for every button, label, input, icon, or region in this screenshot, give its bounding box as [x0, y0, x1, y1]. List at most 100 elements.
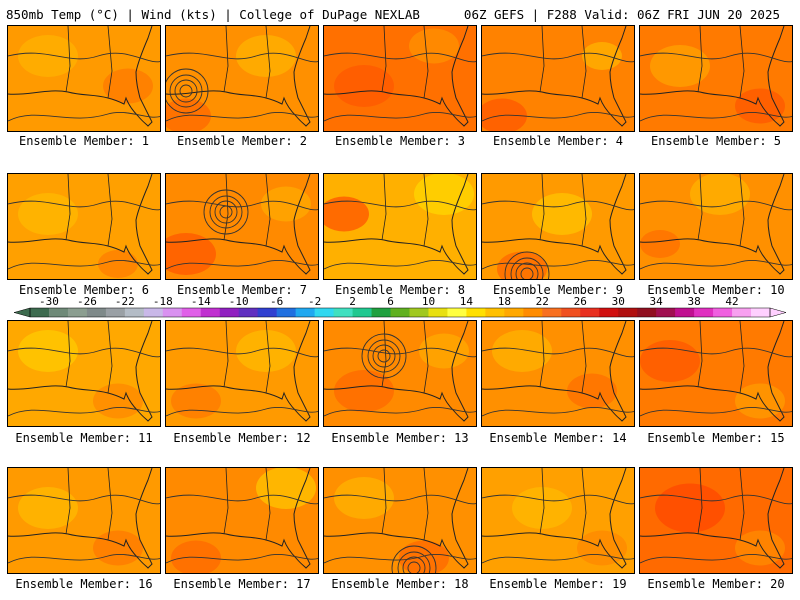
ensemble-member-label: Ensemble Member: 18: [331, 577, 469, 591]
colorbar-swatch: [143, 308, 164, 317]
ensemble-member-label: Ensemble Member: 7: [176, 283, 308, 297]
ensemble-member-label: Ensemble Member: 2: [176, 134, 308, 148]
temperature-field-map: [482, 174, 634, 279]
ensemble-map-panel: [7, 25, 161, 132]
chart-title: 850mb Temp (°C) | Wind (kts) | College o…: [6, 7, 420, 22]
colorbar-tick-label: -18: [153, 295, 173, 308]
colorbar-swatch: [751, 308, 771, 317]
ensemble-map-panel: [165, 467, 319, 574]
colorbar-tick-label: 34: [650, 295, 664, 308]
ensemble-member-label: Ensemble Member: 16: [15, 577, 153, 591]
ensemble-member-label: Ensemble Member: 15: [647, 431, 785, 445]
temperature-field-map: [324, 321, 476, 426]
colorbar-tick-label: 38: [687, 295, 700, 308]
colorbar-swatch: [30, 308, 50, 317]
colorbar-swatch: [599, 308, 619, 317]
temperature-field-map: [482, 26, 634, 131]
temperature-field-map: [324, 468, 476, 573]
colorbar-swatch: [67, 308, 88, 317]
ensemble-map-panel: [639, 173, 793, 280]
colorbar-swatch: [732, 308, 752, 317]
temperature-field-map: [324, 26, 476, 131]
colorbar-swatch: [295, 308, 316, 317]
ensemble-member-label: Ensemble Member: 17: [173, 577, 311, 591]
ensemble-map-panel: [481, 25, 635, 132]
colorbar-tick-label: 10: [422, 295, 435, 308]
ensemble-map-panel: [165, 173, 319, 280]
temperature-field-map: [8, 321, 160, 426]
colorbar-tick-label: -26: [77, 295, 97, 308]
ensemble-member-label: Ensemble Member: 1: [18, 134, 150, 148]
colorbar-swatch: [523, 308, 543, 317]
temperature-field-map: [8, 174, 160, 279]
colorbar-swatch: [409, 308, 429, 317]
ensemble-map-panel: [7, 467, 161, 574]
colorbar-swatch: [504, 308, 524, 317]
colorbar-tick-label: -22: [115, 295, 135, 308]
ensemble-map-panel: [481, 467, 635, 574]
colorbar-tick-label: 14: [460, 295, 474, 308]
ensemble-map-panel: [165, 320, 319, 427]
colorbar-swatch: [238, 308, 259, 317]
ensemble-member-label: Ensemble Member: 6: [18, 283, 150, 297]
colorbar-tick-label: 26: [574, 295, 587, 308]
colorbar-swatch: [580, 308, 600, 317]
ensemble-map-panel: [323, 320, 477, 427]
colorbar-swatch: [86, 308, 107, 317]
colorbar-swatch: [162, 308, 183, 317]
ensemble-member-label: Ensemble Member: 12: [173, 431, 311, 445]
colorbar-tick-label: 30: [612, 295, 625, 308]
ensemble-member-label: Ensemble Member: 13: [331, 431, 469, 445]
colorbar-tick-label: -6: [270, 295, 283, 308]
colorbar-swatch: [219, 308, 240, 317]
colorbar-swatch: [561, 308, 581, 317]
temperature-field-map: [8, 26, 160, 131]
colorbar-tick-label: -2: [308, 295, 321, 308]
ensemble-member-label: Ensemble Member: 8: [334, 283, 466, 297]
temperature-field-map: [640, 174, 792, 279]
ensemble-member-label: Ensemble Member: 10: [647, 283, 785, 297]
run-valid-time: 06Z GEFS | F288 Valid: 06Z FRI JUN 20 20…: [463, 7, 780, 22]
temperature-colorbar: -30 -26 -22 -18 -14 -10 -6 -2 2 6 10 14 18 22 26 30 34 38…: [13, 295, 787, 318]
colorbar-swatch: [257, 308, 278, 317]
ensemble-map-panel: [165, 25, 319, 132]
ensemble-member-label: Ensemble Member: 19: [489, 577, 627, 591]
ensemble-member-label: Ensemble Member: 4: [492, 134, 624, 148]
ensemble-member-label: Ensemble Member: 3: [334, 134, 466, 148]
colorbar-tick-label: 18: [498, 295, 511, 308]
colorbar-swatch: [200, 308, 221, 317]
colorbar-tick-label: -10: [229, 295, 249, 308]
colorbar-swatch: [618, 308, 638, 317]
ensemble-member-label: Ensemble Member: 20: [647, 577, 785, 591]
colorbar-swatch: [713, 308, 733, 317]
temperature-field-map: [640, 26, 792, 131]
ensemble-map-panel: [323, 467, 477, 574]
colorbar-swatch: [181, 308, 202, 317]
temperature-field-map: [640, 468, 792, 573]
colorbar-tick-label: 2: [349, 295, 356, 308]
temperature-field-map: [166, 26, 318, 131]
colorbar-swatch: [276, 308, 297, 317]
temperature-field-map: [482, 468, 634, 573]
ensemble-map-panel: [323, 173, 477, 280]
colorbar-swatch: [105, 308, 126, 317]
colorbar-swatch: [656, 308, 676, 317]
colorbar-swatch: [371, 308, 392, 317]
ensemble-member-label: Ensemble Member: 11: [15, 431, 153, 445]
ensemble-member-label: Ensemble Member: 5: [650, 134, 782, 148]
colorbar-tick-label: 22: [536, 295, 549, 308]
colorbar-swatch: [447, 308, 467, 317]
colorbar-tick-label: 6: [387, 295, 394, 308]
temperature-field-map: [166, 174, 318, 279]
colorbar-swatch: [466, 308, 486, 317]
colorbar-swatch: [542, 308, 562, 317]
colorbar-tick-label: -30: [39, 295, 59, 308]
temperature-field-map: [482, 321, 634, 426]
colorbar-swatch: [485, 308, 505, 317]
colorbar-swatch: [428, 308, 448, 317]
temperature-field-map: [8, 468, 160, 573]
ensemble-map-panel: [481, 173, 635, 280]
colorbar-swatch: [333, 308, 354, 317]
temperature-field-map: [166, 321, 318, 426]
ensemble-map-panel: [7, 173, 161, 280]
